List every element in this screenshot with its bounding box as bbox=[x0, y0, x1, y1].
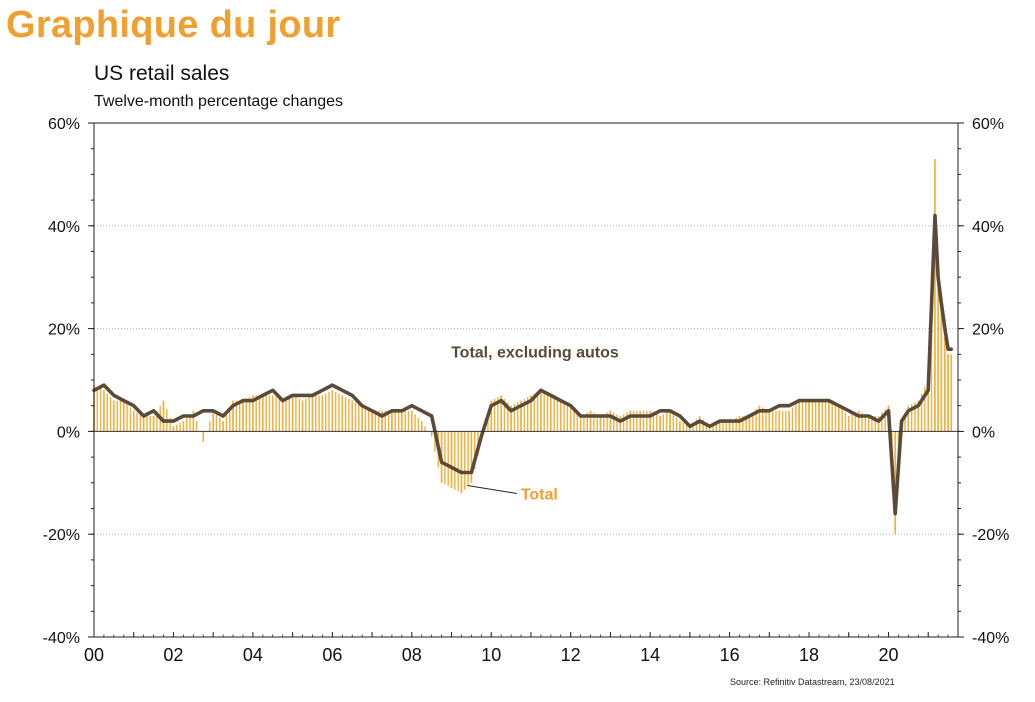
chart-title: US retail sales bbox=[94, 62, 230, 85]
x-tick-label: 02 bbox=[163, 645, 183, 665]
x-tick-label: 10 bbox=[481, 645, 501, 665]
annotation-ex-autos: Total, excluding autos bbox=[451, 345, 619, 362]
y-tick-label-left: 60% bbox=[48, 116, 80, 133]
grid-layer bbox=[94, 225, 958, 535]
y-tick-label-left: 40% bbox=[48, 219, 80, 236]
x-tick-label: 08 bbox=[402, 645, 422, 665]
y-tick-label-left: -40% bbox=[43, 630, 80, 647]
y-tick-label-right: 0% bbox=[972, 424, 995, 441]
x-tick-label: 20 bbox=[878, 645, 898, 665]
y-tick-label-right: -40% bbox=[972, 630, 1009, 647]
page-header-title: Graphique du jour bbox=[6, 4, 341, 46]
y-tick-label-right: 20% bbox=[972, 322, 1004, 339]
annotation-leader-total bbox=[467, 484, 517, 494]
annotation-layer: Total, excluding autos Total bbox=[451, 345, 619, 504]
source-note: Source: Refinitiv Datastream, 23/08/2021 bbox=[730, 677, 895, 687]
x-tick-label: 12 bbox=[561, 645, 581, 665]
x-tick-label: 06 bbox=[322, 645, 342, 665]
y-tick-label-left: 20% bbox=[48, 322, 80, 339]
x-tick-label: 04 bbox=[243, 645, 263, 665]
plot-frame bbox=[93, 122, 959, 638]
chart-subtitle: Twelve-month percentage changes bbox=[94, 93, 344, 110]
y-tick-label-right: -20% bbox=[972, 527, 1009, 544]
x-tick-label: 00 bbox=[84, 645, 104, 665]
x-tick-label: 16 bbox=[720, 645, 740, 665]
x-tick-label: 14 bbox=[640, 645, 660, 665]
y-tick-label-right: 40% bbox=[972, 219, 1004, 236]
y-tick-label-left: 0% bbox=[57, 424, 80, 441]
line-layer bbox=[92, 213, 954, 516]
series-line-ex-autos bbox=[92, 213, 954, 516]
axes-layer: -40% -40% -20% -20% 0% 0% 20% 20% 40% 40% 60% 60% 00… bbox=[43, 116, 1010, 665]
annotation-total: Total bbox=[521, 486, 558, 503]
y-tick-label-right: 60% bbox=[972, 116, 1004, 133]
y-tick-label-left: -20% bbox=[43, 527, 80, 544]
x-tick-label: 18 bbox=[799, 645, 819, 665]
